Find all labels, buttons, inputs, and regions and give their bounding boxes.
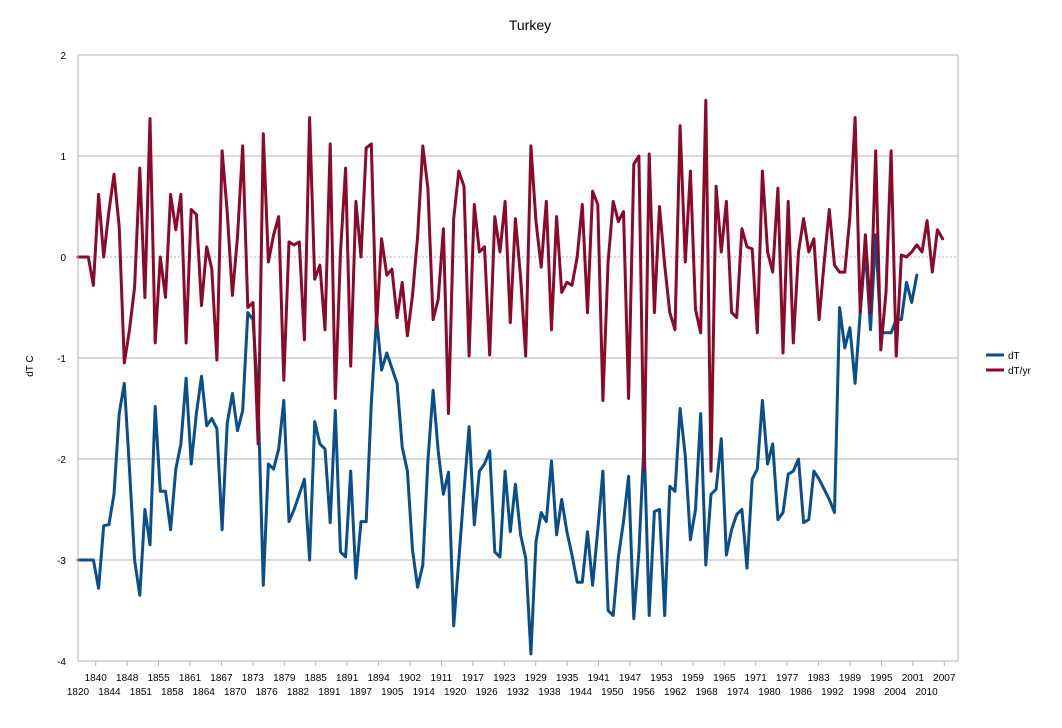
x-tick-label: 1851 <box>130 687 153 698</box>
y-tick-label: 0 <box>60 253 66 264</box>
legend-label: dT <box>1008 351 1020 362</box>
series-line-dT <box>76 233 919 656</box>
x-tick-label: 1929 <box>525 673 548 684</box>
x-tick-label: 1977 <box>776 673 799 684</box>
x-tick-label: 1986 <box>790 687 813 698</box>
x-tick-label: 1983 <box>807 673 830 684</box>
x-tick-label: 1864 <box>193 687 216 698</box>
x-tick-label: 1873 <box>242 673 265 684</box>
x-tick-label: 2004 <box>884 687 907 698</box>
x-tick-label: 1905 <box>381 687 404 698</box>
x-tick-label: 1902 <box>399 673 422 684</box>
x-tick-label: 1894 <box>367 673 390 684</box>
grid-lines <box>78 54 958 662</box>
x-tick-label: 1911 <box>431 673 453 684</box>
x-tick-label: 1914 <box>413 687 436 698</box>
x-tick-label: 1944 <box>570 687 593 698</box>
series-group <box>76 98 945 656</box>
x-tick-label: 1867 <box>210 673 233 684</box>
x-tick-label: 1891 <box>336 673 359 684</box>
x-tick-label: 1959 <box>682 673 705 684</box>
x-tick-label: 1891 <box>318 687 341 698</box>
x-tick-label: 1941 <box>587 673 610 684</box>
x-tick-label: 1989 <box>839 673 862 684</box>
x-tick-label: 1861 <box>179 673 202 684</box>
y-tick-label: -3 <box>57 556 66 567</box>
y-axis-label: dT C <box>25 355 36 377</box>
x-tick-label: 1932 <box>507 687 530 698</box>
y-tick-label: -2 <box>57 455 66 466</box>
x-tick-label: 1968 <box>695 687 718 698</box>
series-line-dT-per-yr <box>76 98 945 473</box>
x-tick-label: 1870 <box>224 687 247 698</box>
y-tick-label: -4 <box>57 657 66 668</box>
x-tick-label: 1920 <box>444 687 467 698</box>
x-tick-label: 1840 <box>85 673 108 684</box>
x-tick-label: 1858 <box>161 687 184 698</box>
x-tick-label: 1938 <box>538 687 561 698</box>
x-tick-label: 1974 <box>727 687 750 698</box>
chart-title: Turkey <box>509 17 551 33</box>
legend-label: dT/yr <box>1008 366 1031 377</box>
x-tick-label: 1953 <box>650 673 673 684</box>
x-tick-label: 1992 <box>821 687 844 698</box>
x-tick-label: 1923 <box>493 673 516 684</box>
y-tick-label: 2 <box>60 51 66 62</box>
x-tick-label: 1844 <box>98 687 121 698</box>
x-tick-label: 1956 <box>633 687 656 698</box>
x-tick-label: 1935 <box>556 673 579 684</box>
x-tick-label: 1897 <box>350 687 373 698</box>
x-tick-label: 1917 <box>462 673 485 684</box>
legend: dT dT/yr <box>986 351 1031 377</box>
x-tick-label: 1947 <box>619 673 642 684</box>
x-tick-label: 1998 <box>853 687 876 698</box>
x-tick-label: 1885 <box>305 673 328 684</box>
x-tick-label: 1855 <box>147 673 170 684</box>
x-tick-label: 1962 <box>664 687 687 698</box>
x-tick-label: 1879 <box>273 673 296 684</box>
x-tick-label: 1980 <box>758 687 781 698</box>
x-tick-label: 1971 <box>745 673 768 684</box>
y-tick-label: 1 <box>60 152 66 163</box>
y-tick-label: -1 <box>57 354 66 365</box>
x-tick-label: 2010 <box>915 687 938 698</box>
x-tick-label: 1965 <box>713 673 736 684</box>
x-tick-label: 1876 <box>255 687 278 698</box>
axes: 2 1 0 -1 -2 -3 -4 1840 1848 1855 1861 1867 1873 1879 1… <box>57 51 959 698</box>
x-tick-label: 1995 <box>870 673 893 684</box>
x-tick-label: 1848 <box>116 673 139 684</box>
x-tick-label: 1882 <box>287 687 310 698</box>
x-tick-label: 1926 <box>475 687 498 698</box>
x-tick-label: 1820 <box>67 687 90 698</box>
x-tick-label: 2001 <box>902 673 925 684</box>
x-tick-label: 2007 <box>933 673 956 684</box>
x-tick-label: 1950 <box>601 687 624 698</box>
